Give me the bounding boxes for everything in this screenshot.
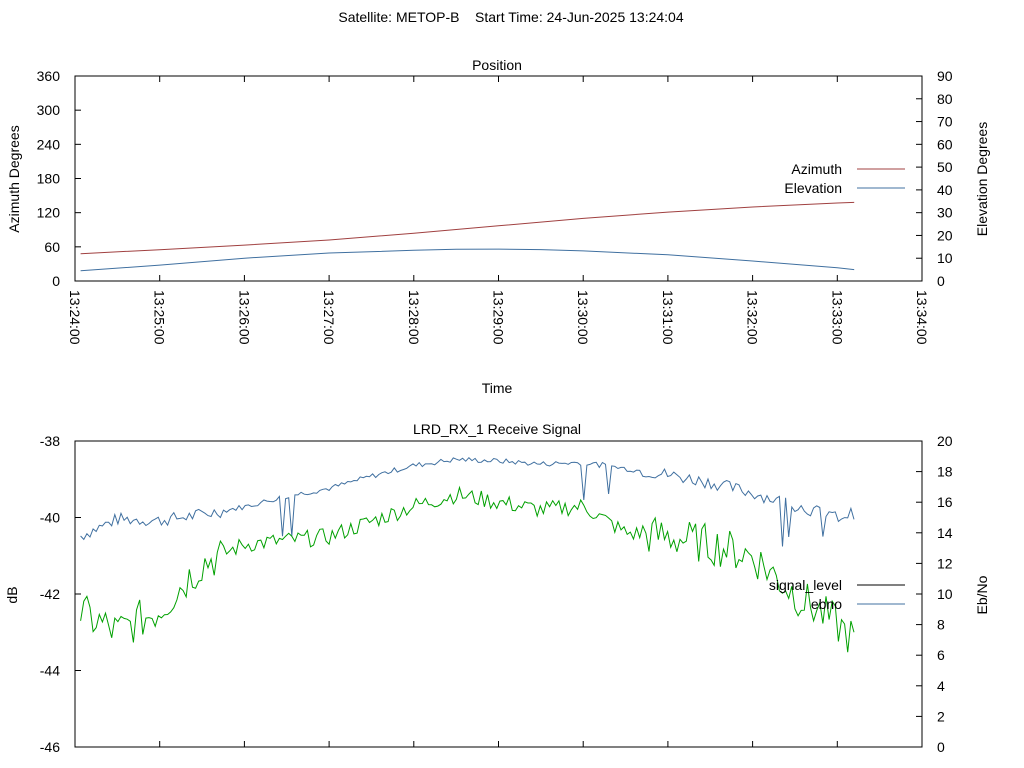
y-tick-label: -38 bbox=[40, 433, 60, 449]
y-tick-label: -42 bbox=[40, 586, 60, 602]
receive-signal-chart: LRD_RX_1 Receive Signal dB Eb/No -46 -44 -… bbox=[4, 421, 990, 755]
y2-tick-label: 20 bbox=[937, 433, 953, 449]
y-tick-label: 60 bbox=[44, 239, 60, 255]
x-tick-label: 13:28:00 bbox=[406, 290, 422, 345]
y-tick-label: -44 bbox=[40, 663, 60, 679]
legend-label: ebno bbox=[811, 596, 842, 612]
y-tick-label: 240 bbox=[37, 136, 61, 152]
x-tick-label: 13:30:00 bbox=[575, 290, 591, 345]
x-tick-label: 13:27:00 bbox=[321, 290, 337, 345]
legend-label: Azimuth bbox=[791, 161, 842, 177]
y2-tick-label: 0 bbox=[937, 739, 945, 755]
y2-tick-label: 10 bbox=[937, 586, 953, 602]
y2-tick-label: 40 bbox=[937, 182, 953, 198]
receive-signal-chart-title: LRD_RX_1 Receive Signal bbox=[413, 421, 581, 437]
azimuth-axis-label: Azimuth Degrees bbox=[6, 125, 22, 232]
legend-label: Elevation bbox=[784, 180, 842, 196]
y2-tick-label: 2 bbox=[937, 708, 945, 724]
y2-tick-label: 18 bbox=[937, 464, 953, 480]
figure-title: Satellite: METOP-B Start Time: 24-Jun-20… bbox=[338, 9, 683, 25]
x-tick-label: 13:31:00 bbox=[660, 290, 676, 345]
db-axis-label: dB bbox=[4, 586, 20, 603]
position-x-axis-label: Time bbox=[482, 380, 513, 396]
y2-tick-label: 80 bbox=[937, 91, 953, 107]
y-tick-label: 360 bbox=[37, 68, 61, 84]
x-tick-label: 13:34:00 bbox=[914, 290, 930, 345]
y2-tick-label: 70 bbox=[937, 114, 953, 130]
y2-tick-label: 0 bbox=[937, 273, 945, 289]
position-chart-title: Position bbox=[472, 57, 522, 73]
series-line bbox=[80, 248, 855, 272]
y-tick-label: 120 bbox=[37, 205, 61, 221]
y-tick-label: -40 bbox=[40, 510, 60, 526]
position-chart: Position Time Azimuth Degrees Elevation … bbox=[6, 57, 990, 396]
y2-tick-label: 60 bbox=[937, 136, 953, 152]
series-line bbox=[80, 485, 855, 653]
y2-tick-label: 4 bbox=[937, 678, 945, 694]
elevation-axis-label: Elevation Degrees bbox=[974, 122, 990, 236]
y2-tick-label: 90 bbox=[937, 68, 953, 84]
ebno-axis-label: Eb/No bbox=[974, 575, 990, 614]
x-tick-label: 13:25:00 bbox=[152, 290, 168, 345]
y2-tick-label: 6 bbox=[937, 647, 945, 663]
y-tick-label: 0 bbox=[52, 273, 60, 289]
y2-tick-label: 20 bbox=[937, 227, 953, 243]
y2-tick-label: 16 bbox=[937, 494, 953, 510]
y-tick-label: -46 bbox=[40, 739, 60, 755]
y2-tick-label: 8 bbox=[937, 617, 945, 633]
x-tick-label: 13:26:00 bbox=[236, 290, 252, 345]
y-tick-label: 300 bbox=[37, 102, 61, 118]
y2-tick-label: 30 bbox=[937, 205, 953, 221]
y-tick-label: 180 bbox=[37, 171, 61, 187]
y2-tick-label: 14 bbox=[937, 525, 953, 541]
legend-label: signal_level bbox=[769, 577, 842, 593]
y2-tick-label: 10 bbox=[937, 250, 953, 266]
plot-frame bbox=[74, 440, 923, 748]
series-line bbox=[80, 456, 855, 547]
y2-tick-label: 50 bbox=[937, 159, 953, 175]
plot-frame bbox=[74, 75, 923, 282]
x-tick-label: 13:24:00 bbox=[67, 290, 83, 345]
y2-tick-label: 12 bbox=[937, 555, 953, 571]
x-tick-label: 13:29:00 bbox=[491, 290, 507, 345]
x-tick-label: 13:32:00 bbox=[745, 290, 761, 345]
series-line bbox=[80, 201, 855, 255]
x-tick-label: 13:33:00 bbox=[829, 290, 845, 345]
